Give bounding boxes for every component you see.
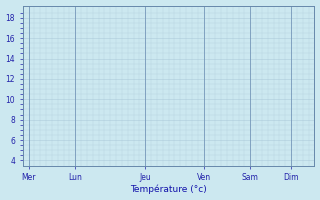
- X-axis label: Température (°c): Température (°c): [130, 185, 207, 194]
